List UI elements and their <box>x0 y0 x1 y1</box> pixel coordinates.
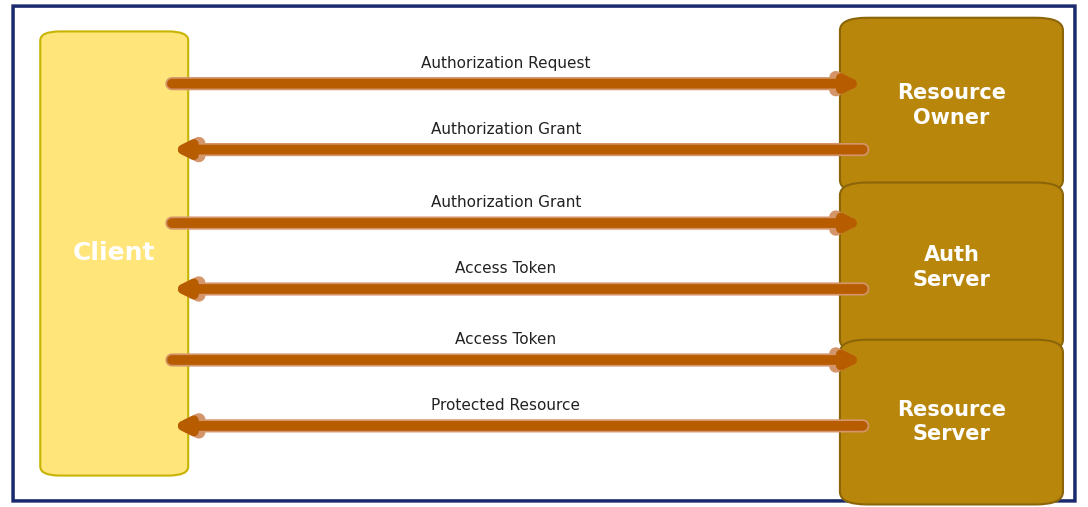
Text: Authorization Grant: Authorization Grant <box>431 195 581 210</box>
FancyBboxPatch shape <box>840 183 1063 352</box>
FancyBboxPatch shape <box>840 340 1063 504</box>
Text: Resource
Server: Resource Server <box>897 400 1006 445</box>
Text: Authorization Request: Authorization Request <box>421 56 591 71</box>
Text: Access Token: Access Token <box>456 261 556 276</box>
Text: Auth
Server: Auth Server <box>913 245 990 290</box>
FancyBboxPatch shape <box>840 18 1063 193</box>
Text: Access Token: Access Token <box>456 332 556 347</box>
Text: Client: Client <box>73 241 156 266</box>
Text: Resource
Owner: Resource Owner <box>897 83 1006 128</box>
FancyBboxPatch shape <box>40 31 188 476</box>
Text: Authorization Grant: Authorization Grant <box>431 122 581 137</box>
Text: Protected Resource: Protected Resource <box>432 398 580 413</box>
